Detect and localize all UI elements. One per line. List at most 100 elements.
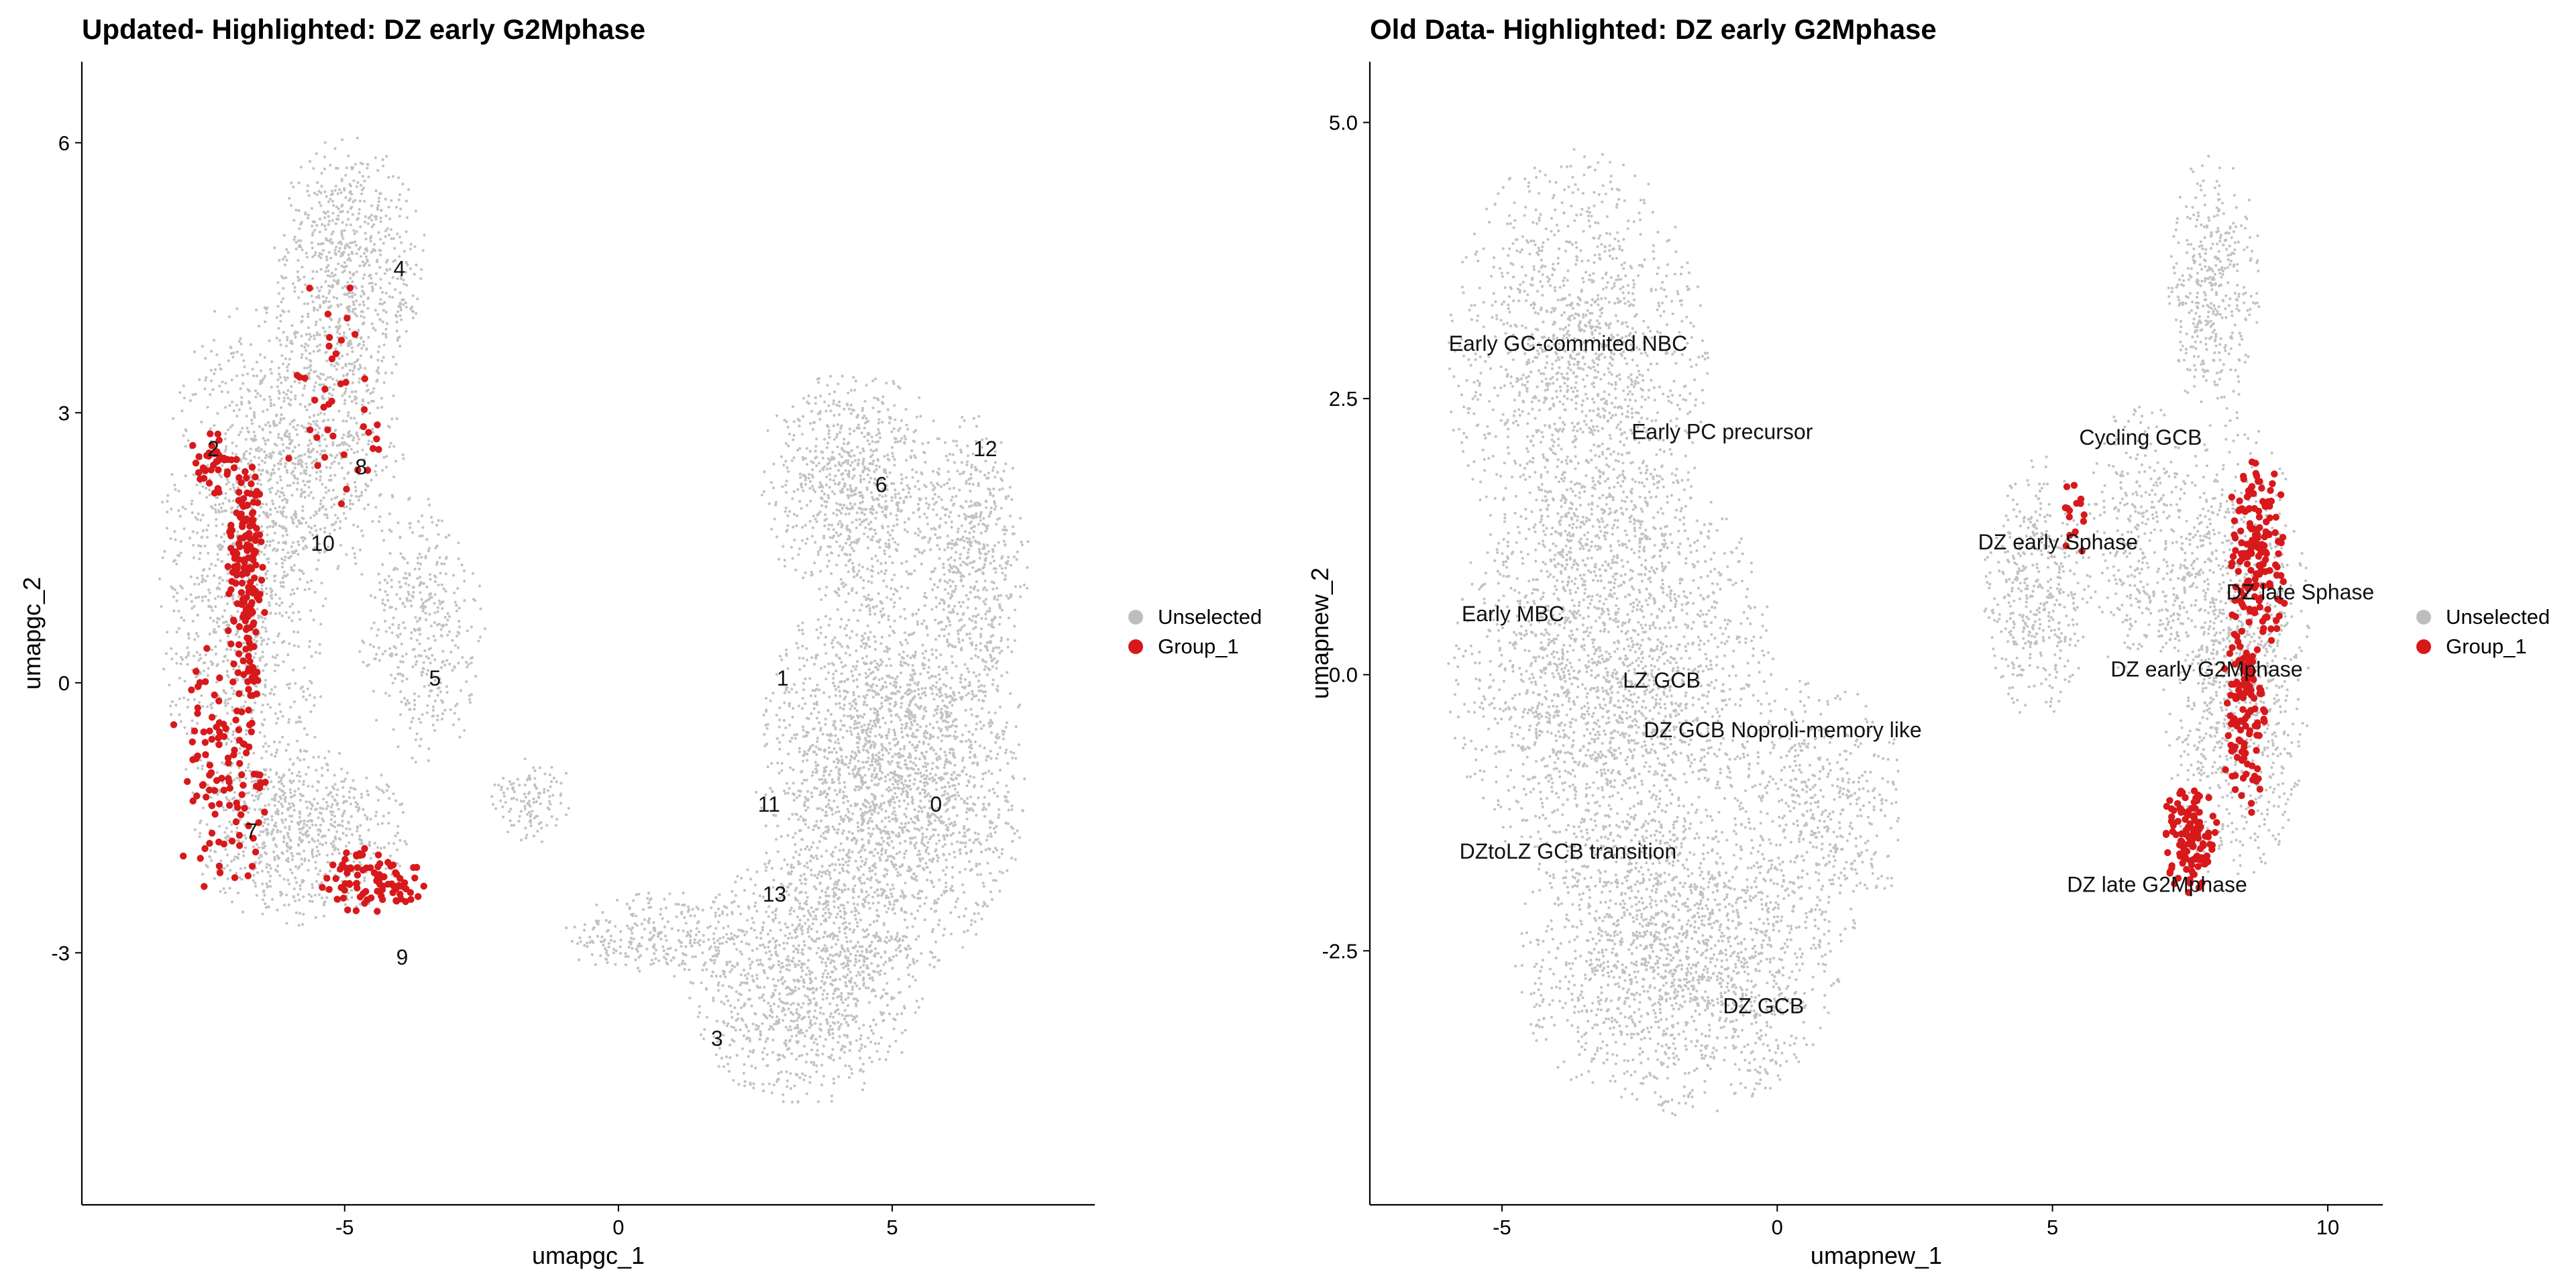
unselected-point <box>315 296 318 299</box>
unselected-point <box>798 547 802 551</box>
unselected-point <box>294 512 297 515</box>
unselected-point <box>317 873 320 876</box>
unselected-point <box>350 400 354 403</box>
unselected-point <box>384 235 387 238</box>
unselected-point <box>294 720 298 724</box>
unselected-point <box>340 234 343 237</box>
unselected-point <box>813 561 816 565</box>
unselected-point <box>297 443 301 447</box>
unselected-point <box>313 191 317 195</box>
unselected-point <box>317 559 320 562</box>
unselected-point <box>273 669 276 673</box>
unselected-point <box>222 887 225 890</box>
unselected-point <box>394 834 397 838</box>
unselected-point <box>965 463 969 467</box>
unselected-point <box>828 436 831 439</box>
unselected-point <box>201 599 204 602</box>
unselected-point <box>360 310 364 313</box>
unselected-point <box>262 621 265 624</box>
unselected-point <box>306 687 309 690</box>
unselected-point <box>375 260 379 264</box>
unselected-point <box>867 593 870 596</box>
unselected-point <box>427 657 431 660</box>
unselected-point <box>828 392 831 396</box>
unselected-point <box>321 807 325 810</box>
unselected-point <box>398 839 402 842</box>
unselected-point <box>217 502 221 506</box>
unselected-point <box>312 755 315 759</box>
unselected-point <box>1018 585 1022 588</box>
unselected-point <box>951 495 954 499</box>
unselected-point <box>231 692 235 696</box>
unselected-point <box>977 685 981 688</box>
unselected-point <box>431 723 435 727</box>
unselected-point <box>229 648 232 651</box>
unselected-point <box>852 409 855 413</box>
unselected-point <box>266 557 269 561</box>
unselected-point <box>212 733 215 737</box>
unselected-point <box>900 508 904 513</box>
unselected-point <box>837 461 841 464</box>
unselected-point <box>292 700 296 704</box>
unselected-point <box>288 828 291 831</box>
unselected-point <box>201 513 205 517</box>
unselected-point <box>336 788 339 792</box>
unselected-point <box>205 863 208 867</box>
unselected-point <box>345 443 349 446</box>
unselected-point <box>896 543 900 546</box>
unselected-point <box>953 559 957 562</box>
unselected-point <box>338 527 341 530</box>
unselected-point <box>435 563 439 566</box>
unselected-point <box>274 414 278 418</box>
unselected-point <box>411 756 414 759</box>
unselected-point <box>209 616 212 620</box>
unselected-point <box>440 600 443 604</box>
unselected-point <box>878 545 881 549</box>
unselected-point <box>346 898 350 901</box>
unselected-point <box>279 511 282 514</box>
unselected-point <box>246 765 250 769</box>
unselected-point <box>366 664 369 667</box>
unselected-point <box>832 424 835 427</box>
unselected-point <box>217 576 221 580</box>
unselected-point <box>826 463 829 466</box>
unselected-point <box>351 291 354 294</box>
unselected-point <box>337 565 340 568</box>
unselected-point <box>807 476 810 480</box>
unselected-point <box>984 665 987 668</box>
unselected-point <box>276 481 279 484</box>
unselected-point <box>990 618 994 622</box>
unselected-point <box>236 610 239 613</box>
unselected-point <box>875 448 878 451</box>
unselected-point <box>232 730 235 733</box>
unselected-point <box>881 495 884 498</box>
unselected-point <box>299 749 302 752</box>
unselected-point <box>302 826 305 829</box>
unselected-point <box>842 585 845 588</box>
unselected-point <box>848 427 851 431</box>
unselected-point <box>290 324 294 327</box>
unselected-point <box>250 716 254 720</box>
unselected-point <box>847 496 850 500</box>
unselected-point <box>207 524 210 527</box>
unselected-point <box>301 319 304 323</box>
unselected-point <box>228 404 231 407</box>
unselected-point <box>826 565 829 568</box>
unselected-point <box>376 378 379 382</box>
unselected-point <box>877 421 881 425</box>
unselected-point <box>883 552 887 555</box>
unselected-point <box>303 749 307 753</box>
unselected-point <box>362 340 366 343</box>
unselected-point <box>231 597 235 601</box>
unselected-point <box>905 495 908 498</box>
unselected-point <box>206 705 209 708</box>
unselected-point <box>333 189 337 192</box>
unselected-point <box>294 911 298 914</box>
unselected-point <box>972 671 975 674</box>
unselected-point <box>206 464 209 467</box>
unselected-point <box>237 595 240 598</box>
unselected-point <box>352 436 356 439</box>
unselected-point <box>797 553 800 556</box>
unselected-point <box>335 330 339 334</box>
unselected-point <box>979 633 983 636</box>
